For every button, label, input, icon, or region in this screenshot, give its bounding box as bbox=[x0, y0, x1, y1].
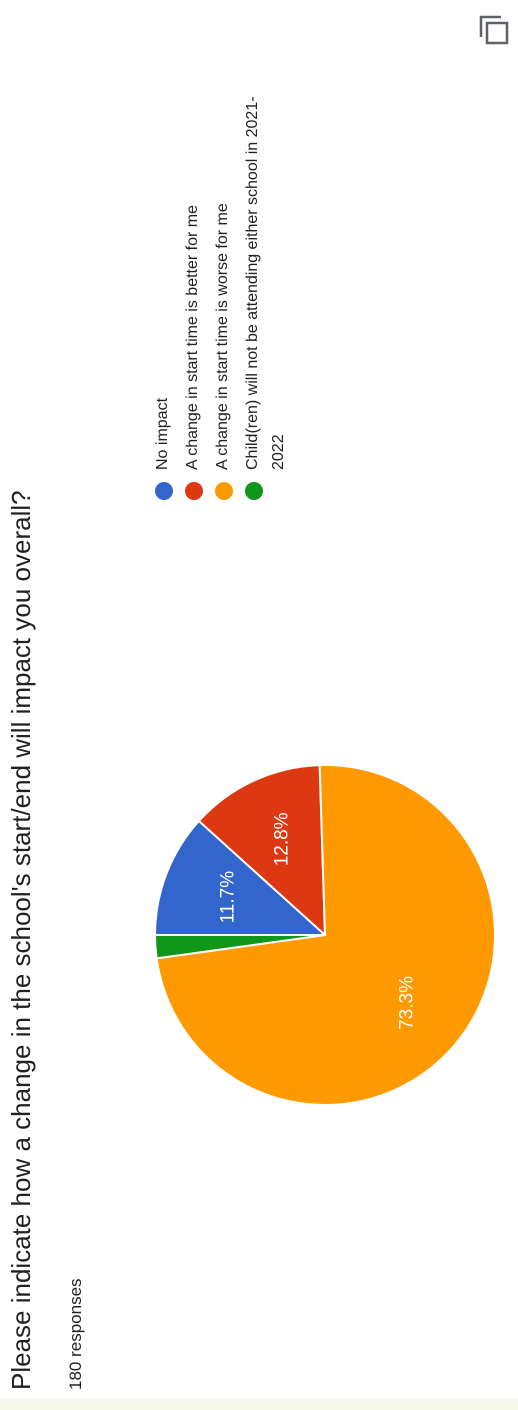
legend-item-2[interactable]: A change in start time is better for me bbox=[180, 62, 206, 502]
pie-slice-label-1: 11.7% bbox=[218, 871, 239, 924]
legend-label-1: No impact bbox=[154, 397, 171, 470]
question-title: Please indicate how a change in the scho… bbox=[6, 490, 36, 1390]
pie-slice-1[interactable] bbox=[153, 819, 328, 936]
legend-label-3: A change in start time is worse for me bbox=[214, 203, 231, 470]
pie-slice-3[interactable] bbox=[155, 764, 496, 1106]
legend-item-1[interactable]: No impact bbox=[150, 62, 176, 502]
pie-slice-label-2: 12.8% bbox=[272, 812, 293, 866]
legend-label-2: A change in start time is better for me bbox=[184, 204, 201, 470]
response-count: 180 responses bbox=[66, 1278, 85, 1390]
legend-swatch-4 bbox=[245, 482, 263, 500]
legend-item-3[interactable]: A change in start time is worse for me bbox=[210, 62, 236, 502]
copy-chart-button[interactable] bbox=[476, 12, 512, 48]
copy-chart-icon bbox=[479, 15, 509, 45]
pie-slice-4[interactable] bbox=[153, 934, 326, 960]
legend-label-4: Child(ren) will not be attending either … bbox=[244, 96, 287, 470]
legend-swatch-3 bbox=[215, 482, 233, 500]
pie-slice-label-3: 73.3% bbox=[397, 976, 418, 1030]
legend-swatch-1 bbox=[155, 482, 173, 500]
legend-item-4[interactable]: Child(ren) will not be attending either … bbox=[240, 62, 292, 502]
pie-chart: 11.7% 12.8% 73.3% bbox=[153, 764, 496, 1106]
chart-legend: No impact A change in start time is bette… bbox=[150, 62, 296, 502]
pie-slice-2[interactable] bbox=[197, 764, 327, 938]
legend-swatch-2 bbox=[185, 482, 203, 500]
